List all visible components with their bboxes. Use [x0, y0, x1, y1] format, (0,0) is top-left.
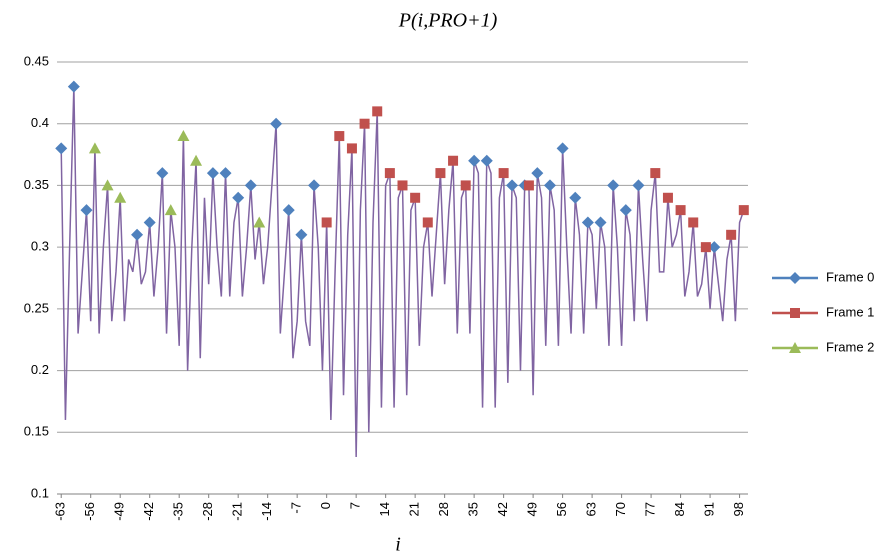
x-tick-label: 7: [348, 502, 363, 509]
data-point: [422, 217, 433, 228]
data-point: [569, 191, 582, 204]
data-point: [372, 106, 383, 117]
data-point: [675, 205, 686, 216]
data-point: [543, 179, 556, 192]
data-point: [688, 217, 699, 228]
x-tick-label: 28: [436, 502, 451, 516]
x-tick-label: 77: [643, 502, 658, 516]
line: [60, 86, 745, 457]
data-point: [177, 130, 190, 142]
data-point: [397, 180, 408, 191]
data-point: [498, 168, 509, 179]
y-tick-label: 0.3: [31, 239, 49, 254]
data-point: [460, 180, 471, 191]
x-tick-label: 35: [466, 502, 481, 516]
data-point: [480, 154, 493, 167]
x-tick-label: -21: [230, 502, 245, 521]
y-tick-label: 0.1: [31, 485, 49, 500]
legend-label: Frame 0: [826, 269, 874, 284]
chart-title: P(i,PRO+1): [398, 10, 498, 32]
data-point: [80, 204, 93, 217]
data-point: [55, 142, 68, 155]
x-tick-label: -63: [53, 502, 68, 521]
data-point: [531, 167, 544, 180]
data-point: [131, 228, 144, 241]
data-point: [190, 154, 203, 166]
data-point: [556, 142, 569, 155]
data-point: [708, 241, 721, 254]
data-point: [700, 242, 711, 253]
x-tick-label: -14: [259, 502, 274, 521]
data-point: [581, 216, 594, 229]
x-tick-label: -49: [112, 502, 127, 521]
x-tick-label: -35: [171, 502, 186, 521]
data-point: [88, 142, 101, 154]
legend-label: Frame 2: [826, 339, 874, 354]
x-tick-label: 56: [554, 502, 569, 516]
x-tick-label: 63: [584, 502, 599, 516]
x-tick-label: -28: [200, 502, 215, 521]
data-point: [114, 191, 127, 203]
data-point: [662, 192, 673, 203]
data-point: [244, 179, 257, 192]
y-tick-label: 0.4: [31, 115, 49, 130]
data-point: [523, 180, 534, 191]
x-tick-label: 70: [613, 502, 628, 516]
x-tick-label: -42: [141, 502, 156, 521]
x-tick-label: 21: [407, 502, 422, 516]
data-point: [295, 228, 308, 241]
data-point: [594, 216, 607, 229]
data-point: [334, 131, 345, 142]
data-point: [632, 179, 645, 192]
data-point: [410, 192, 421, 203]
data-point: [506, 179, 519, 192]
data-point: [219, 167, 232, 180]
data-point: [321, 217, 332, 228]
data-point: [143, 216, 156, 229]
data-point: [164, 204, 177, 216]
x-tick-label: 0: [318, 502, 333, 509]
x-tick-label: -7: [289, 502, 304, 514]
data-point: [384, 168, 395, 179]
data-point: [232, 191, 245, 204]
data-point: [738, 205, 749, 216]
data-point: [253, 216, 266, 228]
x-tick-label: 84: [672, 502, 687, 516]
x-tick-label: 91: [702, 502, 717, 516]
data-point: [359, 118, 370, 129]
data-point: [282, 204, 295, 217]
data-point: [607, 179, 620, 192]
data-point: [67, 80, 80, 93]
legend-marker: [790, 308, 800, 318]
data-point: [435, 168, 446, 179]
data-point: [448, 155, 459, 166]
x-tick-label: 14: [377, 502, 392, 516]
data-point: [650, 168, 661, 179]
x-tick-label: 98: [731, 502, 746, 516]
data-point: [206, 167, 219, 180]
x-tick-label: -56: [82, 502, 97, 521]
x-axis-label: i: [395, 534, 401, 556]
y-tick-label: 0.25: [24, 300, 49, 315]
data-point: [156, 167, 169, 180]
data-point: [468, 154, 481, 167]
data-point: [270, 117, 283, 130]
legend-label: Frame 1: [826, 304, 874, 319]
y-tick-label: 0.2: [31, 362, 49, 377]
y-tick-label: 0.15: [24, 424, 49, 439]
y-tick-label: 0.45: [24, 53, 49, 68]
data-point: [346, 143, 357, 154]
data-point: [101, 179, 114, 191]
legend-marker: [789, 272, 801, 284]
legend-marker: [789, 342, 801, 353]
y-tick-label: 0.35: [24, 177, 49, 192]
data-point: [619, 204, 632, 217]
data-point: [308, 179, 321, 192]
x-tick-label: 42: [495, 502, 510, 516]
x-tick-label: 49: [525, 502, 540, 516]
data-point: [726, 229, 737, 240]
